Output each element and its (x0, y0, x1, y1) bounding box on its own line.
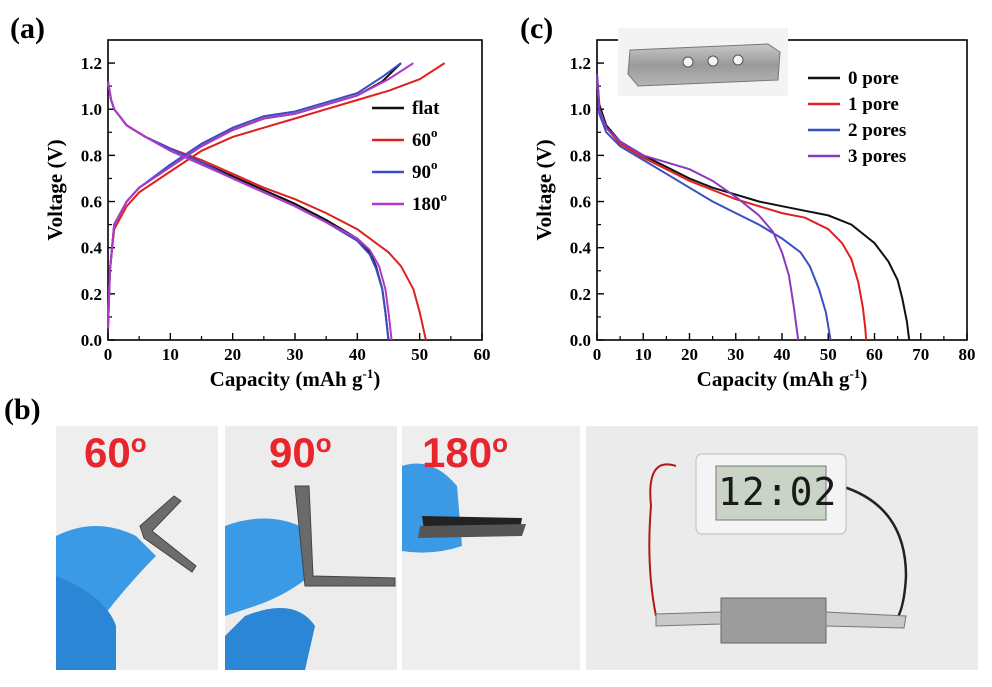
legend-label: 1 pore (848, 94, 899, 115)
x-tick-label: 60 (474, 345, 491, 364)
x-tick-label: 20 (681, 345, 698, 364)
y-axis-label: Voltage (V) (532, 139, 556, 240)
y-axis-label: Voltage (V) (43, 139, 67, 240)
y-tick-label: 0.8 (81, 146, 102, 165)
series-line-60-discharge (107, 81, 427, 341)
degree-mark: o (130, 428, 147, 458)
x-tick-label: 0 (593, 345, 602, 364)
series-line-1-pore-points (596, 74, 868, 341)
electrode-photo (618, 28, 788, 96)
series-line-90-charge (107, 62, 402, 329)
legend-label: 90o (412, 157, 438, 183)
legend-label: 0 pore (848, 68, 899, 89)
series-line-3-pores-points (596, 74, 800, 341)
x-tick-label: 10 (635, 345, 652, 364)
y-tick-label: 0.8 (570, 146, 591, 165)
angle-value: 90 (269, 429, 316, 476)
legend-label: 180o (412, 189, 447, 215)
y-tick-label: 1.0 (570, 100, 591, 119)
x-tick-label: 30 (727, 345, 744, 364)
series-line-2-pores-points (596, 74, 832, 341)
x-tick-label: 30 (287, 345, 304, 364)
panel-c-label: (c) (520, 12, 554, 45)
x-tick-label: 80 (959, 345, 976, 364)
angle-label-180: 180o (422, 428, 508, 477)
clock-display: 12:02 (718, 470, 838, 514)
clock-photo: 12:02 (586, 426, 978, 670)
bend-photo-60: 60o (56, 426, 218, 670)
y-tick-label: 1.0 (81, 100, 102, 119)
x-tick-label: 70 (912, 345, 929, 364)
y-tick-label: 0.0 (81, 331, 102, 350)
y-tick-label: 0.6 (81, 193, 102, 212)
chart-a: 0 10 20 30 40 50 60 0.0 0.2 0.4 0.6 0.8 1.0 1.2 Capaci… (43, 39, 491, 391)
bend-photo-180: 180o (402, 426, 580, 670)
series-line-flat-discharge (107, 81, 390, 341)
a-plot-frame (107, 39, 483, 341)
y-tick-label: 1.2 (81, 54, 102, 73)
angle-value: 180 (422, 429, 493, 476)
panel-b-label: (b) (4, 393, 41, 426)
degree-mark: o (315, 428, 332, 458)
series-line-flat-charge (107, 62, 402, 329)
angle-value: 60 (84, 429, 131, 476)
x-tick-label: 60 (866, 345, 883, 364)
angle-label-60: 60o (84, 428, 147, 477)
y-tick-label: 0.4 (570, 239, 592, 258)
x-tick-label: 40 (349, 345, 366, 364)
angle-label-90: 90o (269, 428, 332, 477)
series-line-180-discharge (107, 81, 393, 341)
legend-label: flat (412, 98, 440, 119)
series-line-90-discharge (107, 81, 390, 341)
x-tick-label: 10 (162, 345, 179, 364)
series-line-180-charge (107, 62, 414, 329)
legend-label: 60o (412, 125, 438, 151)
y-tick-label: 1.2 (570, 54, 591, 73)
x-axis-label: Capacity (mAh g-1) (210, 366, 381, 391)
x-tick-label: 0 (104, 345, 113, 364)
bend-photo-90: 90o (225, 426, 397, 670)
x-tick-label: 50 (820, 345, 837, 364)
x-tick-label: 40 (774, 345, 791, 364)
legend-label: 2 pores (848, 120, 906, 141)
y-tick-label: 0.2 (81, 285, 102, 304)
y-tick-label: 0.4 (81, 239, 103, 258)
y-tick-label: 0.2 (570, 285, 591, 304)
y-tick-label: 0.6 (570, 193, 591, 212)
y-tick-label: 0.0 (570, 331, 591, 350)
series-line-60-charge (107, 62, 446, 329)
x-tick-label: 20 (224, 345, 241, 364)
legend-label: 3 pores (848, 146, 906, 167)
x-axis-label: Capacity (mAh g-1) (697, 366, 868, 391)
panel-a-label: (a) (10, 12, 45, 45)
degree-mark: o (492, 428, 508, 458)
x-tick-label: 50 (411, 345, 428, 364)
